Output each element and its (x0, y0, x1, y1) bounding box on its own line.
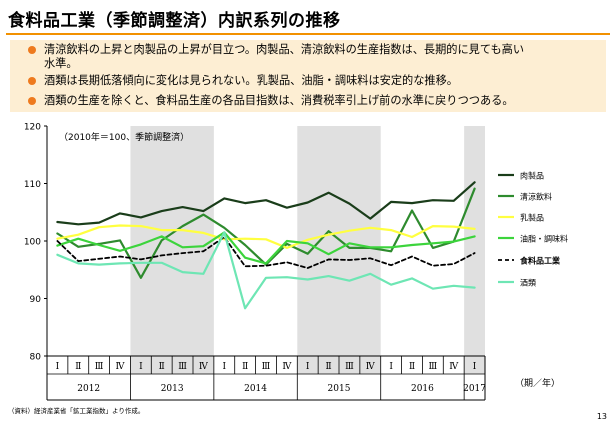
source-note: （資料）経済産業省「鉱工業指数」より作成。 (8, 407, 145, 415)
bullet-text: 酒類は長期低落傾向に変化は見られない。乳製品、油脂・調味料は安定的な推移。 (44, 74, 458, 87)
x-tick-label: Ⅰ (139, 362, 143, 372)
chart-note: （2010年＝100、季節調整済） (59, 131, 189, 143)
legend-label: 乳製品 (520, 213, 544, 223)
x-tick-label: Ⅰ (389, 362, 393, 372)
page-number: 13 (596, 412, 607, 421)
x-tick-label: Ⅱ (75, 362, 81, 372)
legend-label: 肉製品 (520, 171, 544, 181)
y-tick-label: 80 (30, 353, 42, 363)
x-tick-label: Ⅳ (282, 362, 292, 372)
page-title: 食料品工業（季節調整済）内訳系列の推移 (8, 11, 341, 31)
year-label: 2012 (77, 384, 100, 394)
y-tick-label: 100 (24, 238, 41, 248)
x-tick-label: Ⅰ (56, 362, 60, 372)
x-tick-label: Ⅲ (345, 362, 354, 372)
year-label: 2013 (161, 384, 184, 394)
bullet-dot-icon (28, 46, 36, 54)
x-tick-label: Ⅳ (449, 362, 459, 372)
shaded-year-band (130, 126, 214, 374)
x-tick-label: Ⅲ (95, 362, 104, 372)
y-tick-label: 110 (24, 180, 41, 190)
bullet-text: 水準。 (44, 56, 78, 70)
x-tick-label: Ⅱ (409, 362, 415, 372)
legend-label: 油脂・調味料 (520, 234, 568, 244)
bullet-text: 清涼飲料の上昇と肉製品の上昇が目立つ。肉製品、清涼飲料の生産指数は、長期的に見て… (44, 43, 525, 56)
bullet-dot-icon (28, 97, 36, 105)
bullet-item: 清涼飲料の上昇と肉製品の上昇が目立つ。肉製品、清涼飲料の生産指数は、長期的に見て… (10, 43, 524, 70)
bullet-text: 酒類の生産を除くと、食料品生産の各品目指数は、消費税率引上げ前の水準に戻りつつあ… (44, 94, 514, 107)
x-axis-unit: （期／年） (515, 377, 560, 389)
year-label: 2017 (463, 384, 486, 394)
bullet-item: 酒類の生産を除くと、食料品生産の各品目指数は、消費税率引上げ前の水準に戻りつつあ… (10, 94, 514, 108)
shaded-year-band (464, 126, 485, 374)
y-tick-label: 90 (30, 295, 42, 305)
bullet-dot-icon (28, 77, 36, 85)
x-tick-label: Ⅱ (159, 362, 165, 372)
year-label: 2016 (411, 384, 434, 394)
series-line (56, 236, 476, 269)
title-rule (6, 33, 610, 35)
summary-box: 清涼飲料の上昇と肉製品の上昇が目立つ。肉製品、清涼飲料の生産指数は、長期的に見て… (10, 40, 606, 112)
x-tick-label: Ⅱ (326, 362, 332, 372)
x-tick-label: Ⅲ (262, 362, 271, 372)
x-tick-label: Ⅰ (473, 362, 477, 372)
year-label: 2015 (328, 384, 351, 394)
x-tick-label: Ⅳ (116, 362, 126, 372)
x-tick-label: Ⅰ (306, 362, 310, 372)
legend-label: 酒類 (520, 278, 536, 288)
x-tick-label: Ⅱ (242, 362, 248, 372)
series-line (56, 187, 476, 279)
x-tick-label: Ⅲ (429, 362, 438, 372)
series-line (56, 181, 476, 226)
series-line (56, 231, 476, 265)
x-tick-label: Ⅳ (199, 362, 209, 372)
bullet-item: 酒類は長期低落傾向に変化は見られない。乳製品、油脂・調味料は安定的な推移。 (10, 74, 458, 88)
x-tick-label: Ⅰ (223, 362, 227, 372)
x-tick-label: Ⅲ (178, 362, 187, 372)
x-tick-label: Ⅳ (366, 362, 376, 372)
y-tick-label: 120 (24, 123, 41, 133)
legend-label: 清涼飲料 (520, 192, 552, 202)
series-line (56, 231, 476, 310)
year-label: 2014 (244, 384, 267, 394)
line-chart: 80 90 100 110 120 Ⅰ Ⅱ Ⅲ Ⅳ Ⅰ Ⅱ Ⅲ Ⅳ Ⅰ Ⅱ Ⅲ Ⅳ Ⅰ Ⅱ Ⅲ Ⅳ Ⅰ Ⅱ Ⅲ Ⅳ Ⅰ 2012 20… (24, 123, 568, 401)
series-line (56, 224, 476, 249)
legend-label: 食料品工業 (520, 256, 561, 266)
